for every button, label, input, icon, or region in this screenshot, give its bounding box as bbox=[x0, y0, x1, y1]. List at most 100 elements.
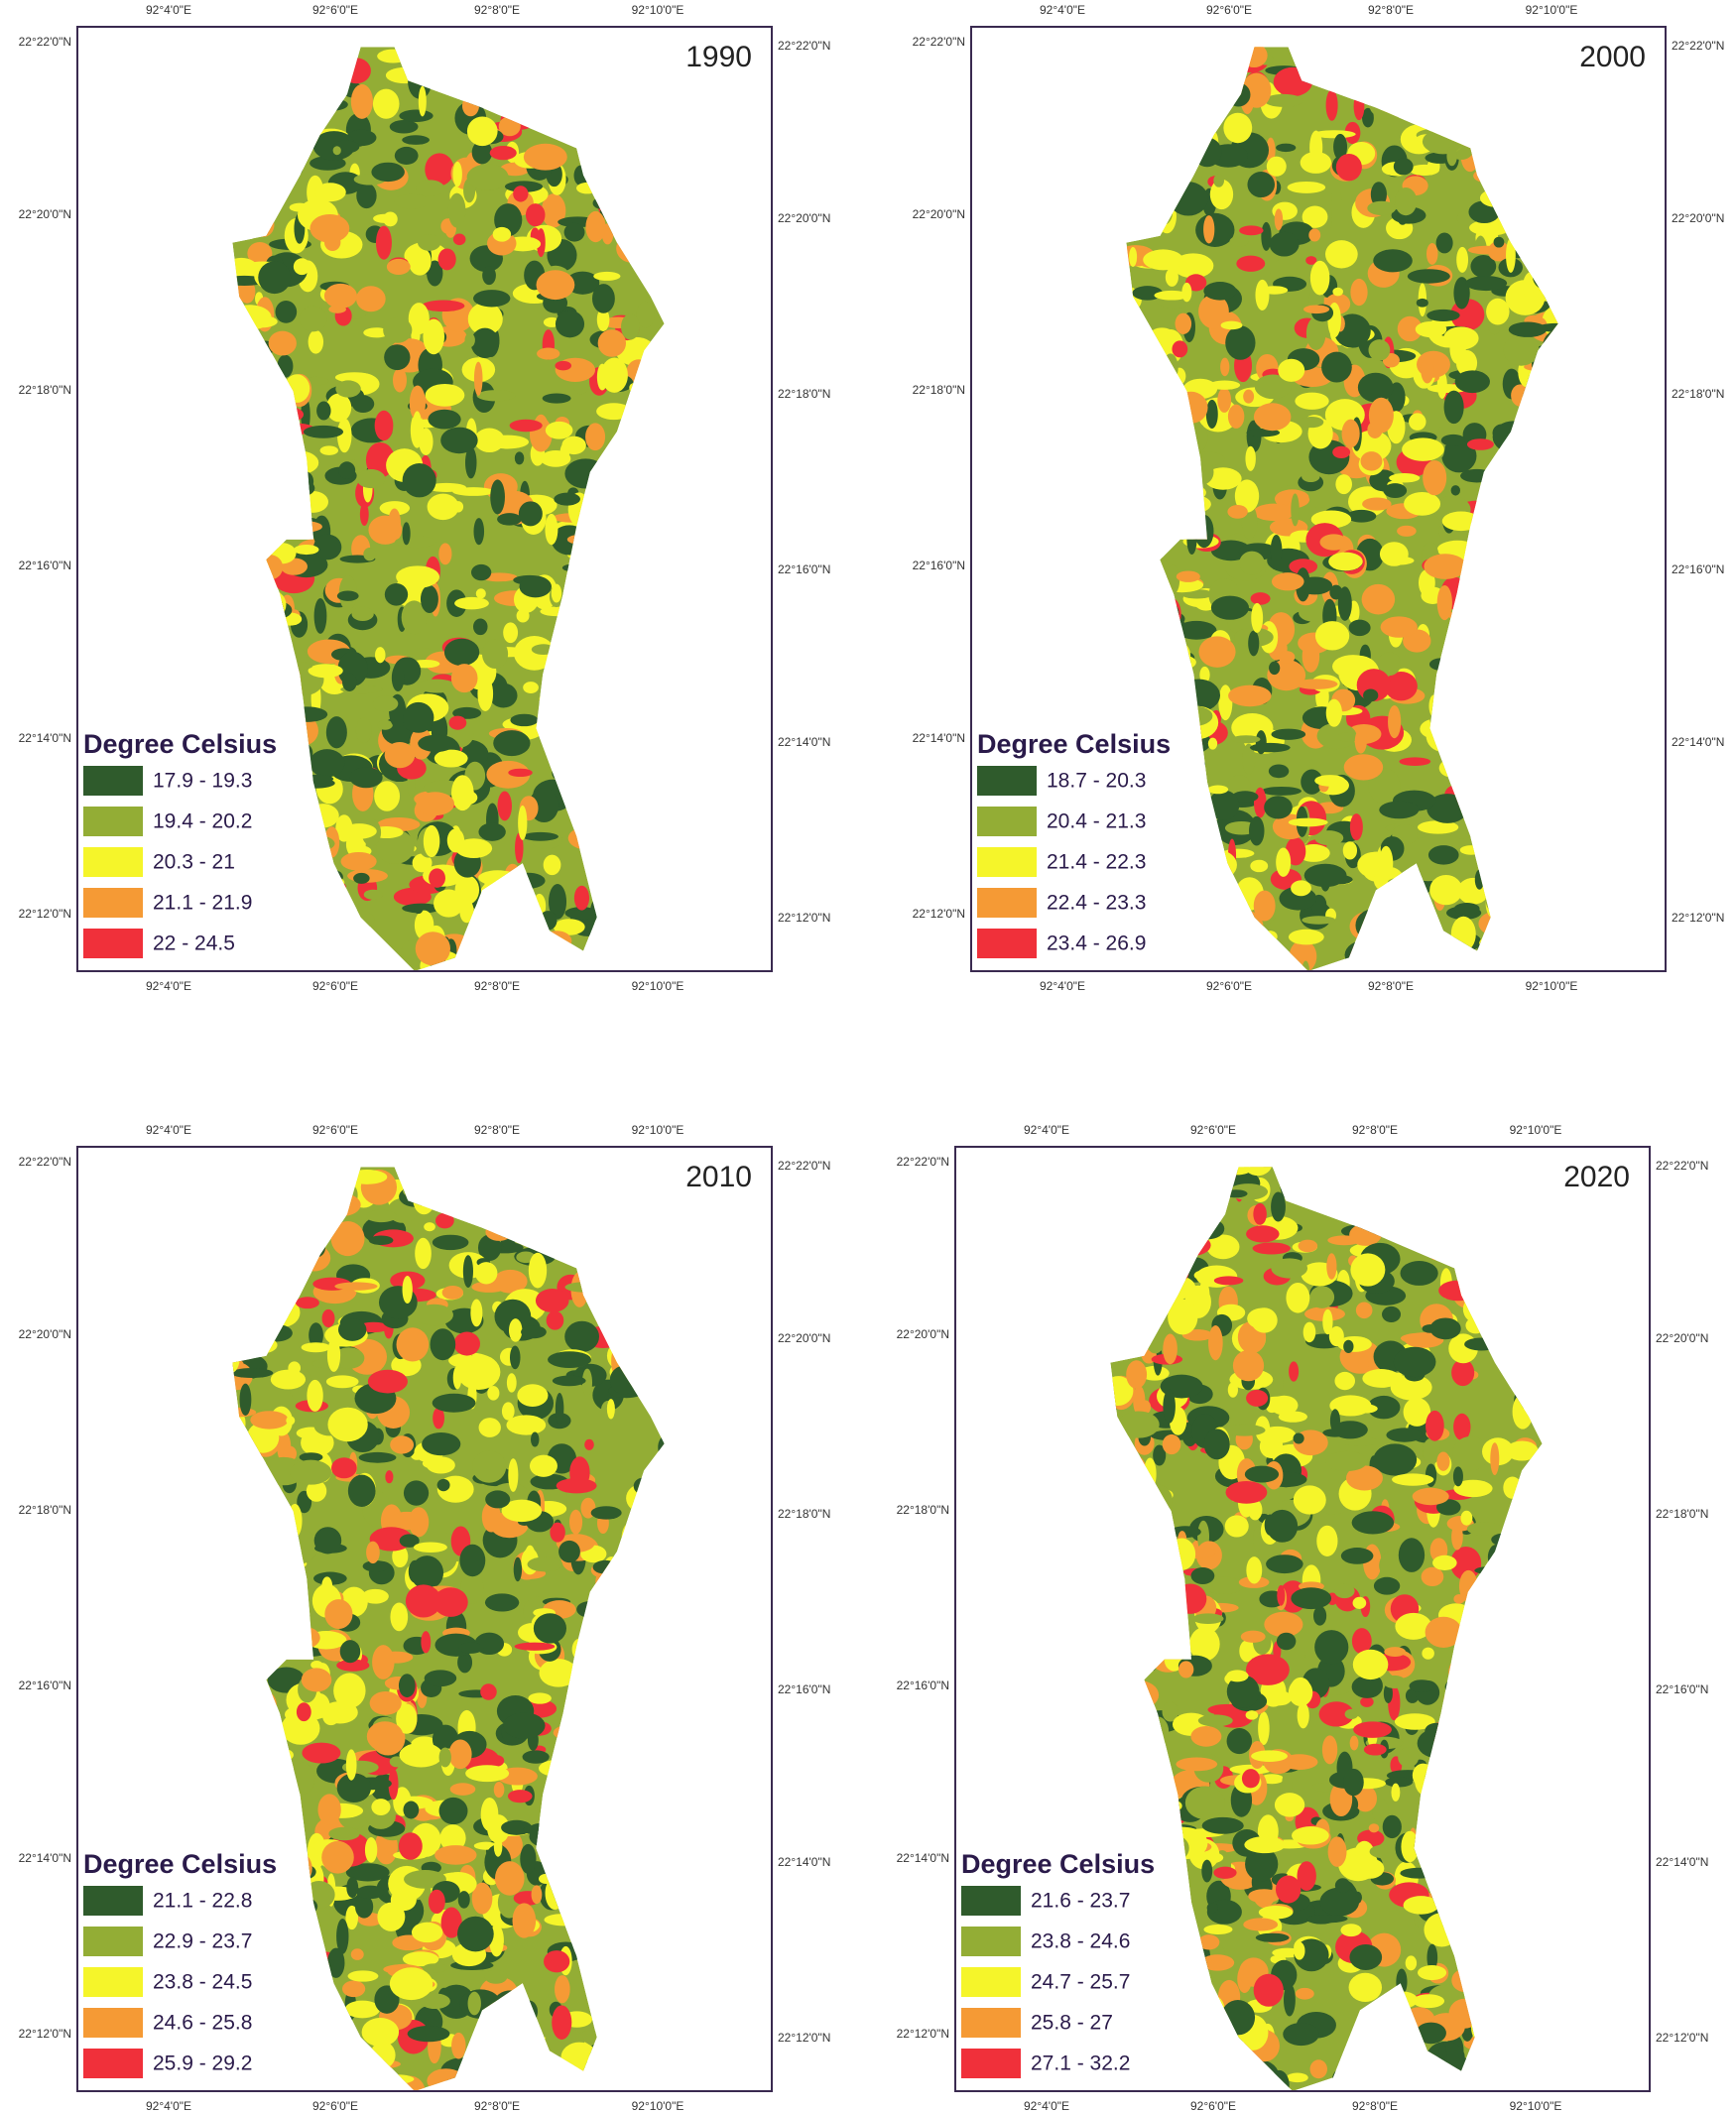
temperature-patch bbox=[1476, 1230, 1491, 1247]
temperature-patch bbox=[1140, 1365, 1170, 1381]
temperature-patch bbox=[1353, 960, 1380, 971]
temperature-patch bbox=[1126, 68, 1137, 92]
temperature-patch bbox=[1537, 950, 1552, 971]
temperature-patch bbox=[592, 2045, 627, 2076]
temperature-patch bbox=[486, 435, 530, 449]
temperature-patch bbox=[264, 1747, 294, 1763]
temperature-patch bbox=[434, 1845, 477, 1865]
temperature-patch bbox=[1551, 89, 1558, 119]
temperature-patch bbox=[1336, 731, 1361, 743]
temperature-patch bbox=[1269, 661, 1281, 676]
temperature-patch bbox=[520, 1843, 537, 1874]
temperature-patch bbox=[1166, 1987, 1189, 2006]
temperature-patch bbox=[1456, 1237, 1492, 1253]
temperature-patch bbox=[564, 1827, 595, 1855]
temperature-patch bbox=[311, 875, 345, 891]
temperature-patch bbox=[1373, 249, 1413, 273]
temperature-patch bbox=[1529, 662, 1558, 696]
temperature-patch bbox=[613, 1302, 655, 1324]
temperature-patch bbox=[1162, 2025, 1175, 2049]
temperature-patch bbox=[1488, 636, 1509, 647]
temperature-patch bbox=[1520, 808, 1538, 840]
temperature-patch bbox=[265, 1997, 285, 2026]
temperature-patch bbox=[1531, 607, 1540, 621]
temperature-patch bbox=[240, 94, 254, 123]
temperature-patch bbox=[484, 1593, 520, 1612]
temperature-patch bbox=[624, 1991, 657, 2021]
temperature-patch bbox=[538, 47, 581, 60]
temperature-patch bbox=[653, 502, 665, 534]
temperature-patch bbox=[647, 1522, 665, 1547]
temperature-patch bbox=[1169, 908, 1190, 942]
temperature-patch bbox=[1227, 404, 1245, 429]
map-panel: 92°4'0"E92°4'0"E92°6'0"E92°6'0"E92°8'0"E… bbox=[19, 1123, 831, 2113]
temperature-patch bbox=[305, 47, 324, 52]
temperature-patch bbox=[1428, 2064, 1456, 2083]
temperature-patch bbox=[258, 926, 294, 959]
temperature-patch bbox=[274, 1975, 307, 1987]
temperature-patch bbox=[232, 560, 242, 591]
temperature-patch bbox=[646, 1390, 656, 1403]
temperature-patch bbox=[1526, 1613, 1543, 1643]
temperature-patch bbox=[593, 544, 630, 574]
temperature-patch bbox=[313, 47, 358, 69]
temperature-patch bbox=[450, 52, 468, 73]
temperature-patch bbox=[578, 1925, 602, 1953]
temperature-patch bbox=[450, 664, 478, 693]
temperature-patch bbox=[559, 442, 570, 461]
temperature-patch bbox=[614, 953, 644, 971]
temperature-patch bbox=[1432, 1554, 1457, 1570]
temperature-patch bbox=[1369, 1844, 1396, 1859]
temperature-patch bbox=[1513, 669, 1538, 683]
temperature-patch bbox=[413, 1183, 435, 1215]
temperature-patch bbox=[1156, 449, 1200, 471]
temperature-patch bbox=[613, 1739, 622, 1758]
temperature-patch bbox=[1214, 2057, 1224, 2070]
temperature-patch bbox=[308, 664, 343, 679]
temperature-patch bbox=[1322, 1308, 1333, 1335]
temperature-patch bbox=[452, 161, 462, 187]
temperature-patch bbox=[1496, 1827, 1512, 1845]
temperature-patch bbox=[1245, 1846, 1279, 1882]
temperature-patch bbox=[1242, 743, 1256, 775]
temperature-patch bbox=[647, 922, 665, 948]
longitude-label: 92°4'0"E bbox=[1024, 1123, 1069, 1137]
temperature-patch bbox=[648, 355, 665, 369]
temperature-patch bbox=[356, 183, 377, 209]
temperature-patch bbox=[611, 1578, 641, 1611]
temperature-patch bbox=[1126, 1360, 1148, 1389]
temperature-patch bbox=[558, 1809, 584, 1843]
temperature-patch bbox=[1253, 787, 1267, 818]
temperature-patch bbox=[232, 403, 237, 434]
temperature-patch bbox=[391, 664, 405, 692]
temperature-patch bbox=[621, 1520, 645, 1555]
legend-label: 24.6 - 25.8 bbox=[153, 2012, 252, 2035]
temperature-patch bbox=[1228, 684, 1272, 707]
temperature-patch bbox=[279, 1769, 291, 1785]
latitude-label: 22°12'0"N bbox=[1656, 2031, 1708, 2045]
temperature-patch bbox=[1432, 1897, 1464, 1910]
temperature-patch bbox=[1343, 1339, 1354, 1353]
temperature-patch bbox=[575, 126, 600, 135]
temperature-patch bbox=[472, 618, 488, 636]
temperature-patch bbox=[1168, 182, 1208, 216]
temperature-patch bbox=[342, 1980, 366, 1998]
temperature-patch bbox=[1196, 849, 1237, 881]
longitude-label: 92°6'0"E bbox=[1190, 2099, 1236, 2113]
temperature-patch bbox=[361, 1588, 389, 1604]
temperature-patch bbox=[490, 885, 529, 897]
temperature-patch bbox=[610, 1567, 649, 1583]
temperature-patch bbox=[1501, 127, 1518, 151]
temperature-patch bbox=[1537, 1307, 1543, 1332]
temperature-patch bbox=[264, 368, 282, 399]
temperature-patch bbox=[1537, 822, 1550, 855]
temperature-patch bbox=[403, 1480, 430, 1506]
temperature-patch bbox=[1477, 1647, 1506, 1657]
temperature-patch bbox=[1383, 1683, 1393, 1703]
legend-swatch bbox=[83, 888, 143, 918]
temperature-patch bbox=[598, 189, 631, 207]
temperature-patch bbox=[592, 520, 607, 536]
temperature-patch bbox=[1373, 1576, 1401, 1595]
temperature-patch bbox=[1559, 245, 1570, 276]
